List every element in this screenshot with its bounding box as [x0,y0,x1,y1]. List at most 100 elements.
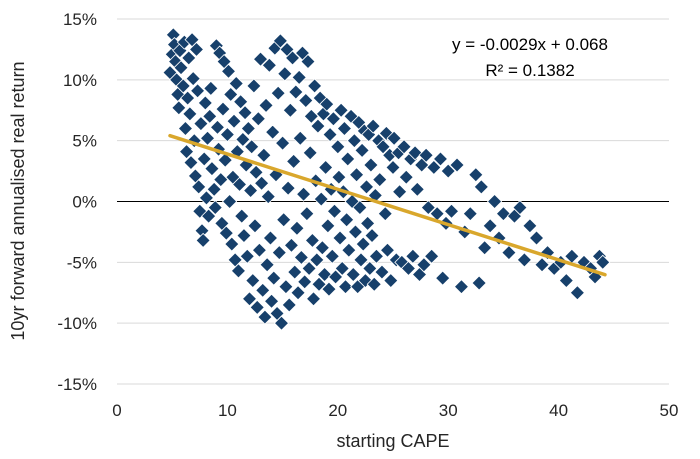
data-point [233,94,249,110]
data-point [409,181,425,197]
data-point [364,228,380,244]
data-point [416,257,432,273]
x-tick-label: 0 [112,401,121,420]
y-tick-label: 5% [72,132,97,151]
data-point [272,33,288,49]
data-point [213,172,229,188]
data-point [257,309,273,325]
data-point [175,78,191,94]
data-point [345,266,361,283]
x-tick-label: 20 [328,401,347,420]
data-point [183,155,199,171]
y-tick-label: 10% [63,71,97,90]
y-tick-label: -5% [67,253,97,272]
data-point [197,95,213,111]
data-point [196,151,212,167]
data-point [358,179,375,195]
data-point [482,218,498,234]
data-point [440,163,456,179]
data-point [263,293,280,309]
data-point [247,218,263,234]
data-point [280,180,296,196]
data-point [360,215,376,231]
data-point [201,208,217,224]
data-point [287,264,303,280]
data-point [318,159,334,175]
data-point [177,120,194,137]
data-point [173,60,189,76]
data-point [528,230,545,246]
data-point [368,248,385,264]
data-point [319,96,335,112]
data-point [347,224,364,240]
data-point [405,248,421,264]
data-point [220,63,237,79]
data-point [237,105,253,121]
data-point [299,206,315,222]
data-point [244,139,260,155]
data-point [258,97,274,113]
data-point [224,236,240,252]
data-point [275,135,291,151]
data-point [495,206,511,222]
data-point [190,83,206,99]
data-point [398,169,414,185]
data-point [282,102,298,118]
data-point [289,220,305,236]
data-point [303,108,319,124]
trendline-r-squared: R² = 0.1382 [485,61,574,80]
data-point [313,191,329,207]
data-point [209,119,226,135]
data-point [516,252,532,268]
data-point [314,240,330,256]
data-point [241,291,258,307]
data-point [228,75,244,92]
data-point [296,186,312,202]
data-points [162,27,611,331]
data-point [340,151,356,167]
data-point [202,108,218,124]
data-point [207,200,223,216]
data-point [512,200,528,216]
data-point [235,131,251,148]
data-point [291,69,307,85]
data-point [236,228,252,244]
data-point [300,54,316,70]
data-point [304,232,320,248]
data-point [281,297,297,313]
data-point [278,279,294,295]
data-point [432,151,449,167]
axis-labels: -15% -10% -5% 0% 5% 10% 15% 0 10 20 30 40 50 [57,10,678,420]
trendline-equation: y = -0.0029x + 0.068 [452,35,608,54]
data-point [234,208,250,224]
data-point [292,130,308,146]
data-point [215,101,231,117]
data-point [286,153,302,169]
data-point [185,71,201,87]
data-point [349,167,365,183]
data-point [250,111,266,127]
data-point [239,248,255,264]
data-point [462,206,478,222]
data-point [501,245,517,261]
data-point [477,240,493,256]
trendline [168,133,607,277]
data-point [346,133,362,149]
data-point [227,252,243,268]
data-point [362,260,378,276]
data-point [326,203,343,219]
data-point [400,260,417,276]
data-point [182,106,198,122]
data-point [195,232,211,248]
data-point [259,257,275,273]
data-point [310,118,326,134]
data-point [420,200,436,216]
data-point [290,285,306,301]
x-tick-label: 50 [660,401,679,420]
data-point [336,120,352,137]
data-point [324,248,340,264]
data-point [217,152,233,168]
data-point [256,147,272,163]
